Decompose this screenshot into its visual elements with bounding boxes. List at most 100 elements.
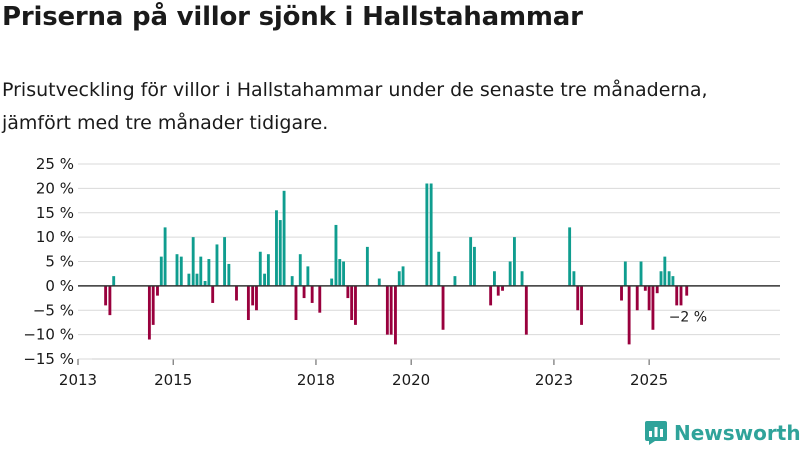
bar — [493, 271, 496, 286]
bar — [290, 276, 294, 286]
bar — [156, 285, 159, 296]
brand-logo: Newsworthy — [644, 419, 800, 447]
bar — [199, 256, 203, 286]
bar — [187, 273, 191, 286]
bar — [175, 254, 179, 286]
bar — [623, 261, 627, 286]
bar — [207, 259, 211, 286]
bar — [294, 285, 298, 321]
bar — [310, 285, 314, 303]
bar — [211, 285, 215, 303]
bar — [501, 285, 504, 291]
bar — [235, 285, 238, 301]
y-tick-label: 0 % — [45, 277, 74, 295]
bar — [385, 285, 389, 335]
x-tick-label: 2023 — [535, 371, 573, 389]
bar — [302, 285, 306, 299]
y-tick-label: 10 % — [36, 228, 74, 246]
newsworthy-logo-icon — [645, 421, 667, 445]
bar — [663, 256, 667, 286]
bar — [496, 285, 500, 296]
bar — [191, 237, 195, 286]
bar — [151, 285, 155, 325]
bar — [667, 271, 671, 286]
bar — [354, 285, 357, 325]
brand-name: Newsworthy — [674, 421, 800, 445]
bar — [251, 285, 255, 306]
bar — [659, 271, 663, 286]
bar — [473, 246, 476, 286]
subtitle-line-1: Prisutveckling för villor i Hallstahamma… — [2, 79, 708, 101]
bar — [513, 237, 516, 286]
chart-subtitle: Prisutveckling för villor i Hallstahamma… — [2, 74, 800, 140]
bar — [266, 254, 270, 286]
bar — [258, 251, 262, 286]
bar — [401, 266, 405, 286]
bar — [651, 285, 655, 330]
last-value-label: −2 % — [669, 310, 707, 326]
y-tick-label: −15 % — [23, 350, 74, 368]
bar — [469, 237, 473, 286]
bar — [627, 285, 631, 345]
subtitle-line-2: jämfört med tre månader tidigare. — [2, 112, 329, 134]
bar — [441, 285, 445, 330]
y-tick-label: −10 % — [23, 326, 74, 344]
x-tick-label: 2025 — [630, 371, 668, 389]
bar — [195, 273, 199, 286]
bar — [389, 285, 393, 335]
bar — [246, 285, 250, 321]
chart-title: Priserna på villor sjönk i Hallstahammar — [2, 2, 583, 32]
bar — [306, 266, 310, 286]
bar — [520, 271, 524, 286]
y-tick-label: 5 % — [45, 253, 74, 271]
bar — [112, 276, 116, 286]
bar — [635, 285, 639, 311]
y-tick-label: 15 % — [36, 204, 74, 222]
bar — [203, 281, 207, 286]
bar — [524, 285, 528, 335]
bar — [342, 261, 345, 286]
y-tick-label: 25 % — [36, 155, 74, 173]
bar — [377, 278, 381, 286]
bar — [671, 276, 675, 286]
bar — [489, 285, 493, 306]
bar — [679, 285, 683, 306]
bar — [278, 220, 282, 286]
x-tick-label: 2020 — [392, 371, 430, 389]
bar — [147, 285, 151, 340]
bar — [429, 183, 433, 286]
bar — [576, 285, 580, 311]
bar — [453, 276, 457, 286]
x-tick-label: 2018 — [297, 371, 335, 389]
bar — [675, 285, 679, 306]
x-tick-label: 2013 — [59, 371, 97, 389]
x-tick-label: 2015 — [154, 371, 192, 389]
bar — [346, 285, 350, 299]
bar — [318, 285, 322, 313]
bar — [330, 278, 334, 286]
bar — [255, 285, 258, 311]
bar — [163, 227, 167, 286]
bar — [508, 261, 512, 286]
bar — [568, 227, 572, 286]
bar — [643, 285, 647, 291]
bar — [108, 285, 112, 316]
bar — [104, 285, 108, 306]
bar — [639, 261, 643, 286]
bar — [282, 190, 286, 286]
bar — [263, 273, 266, 286]
bar — [350, 285, 354, 321]
bar — [365, 246, 369, 286]
bar — [179, 256, 183, 286]
bar — [338, 259, 342, 286]
bar — [298, 254, 302, 286]
bar — [334, 224, 338, 286]
bar — [572, 271, 576, 286]
bar — [223, 237, 227, 286]
bar — [275, 210, 278, 286]
bar — [227, 263, 231, 286]
bar — [215, 244, 219, 286]
bar — [655, 285, 659, 294]
bar — [580, 285, 583, 325]
